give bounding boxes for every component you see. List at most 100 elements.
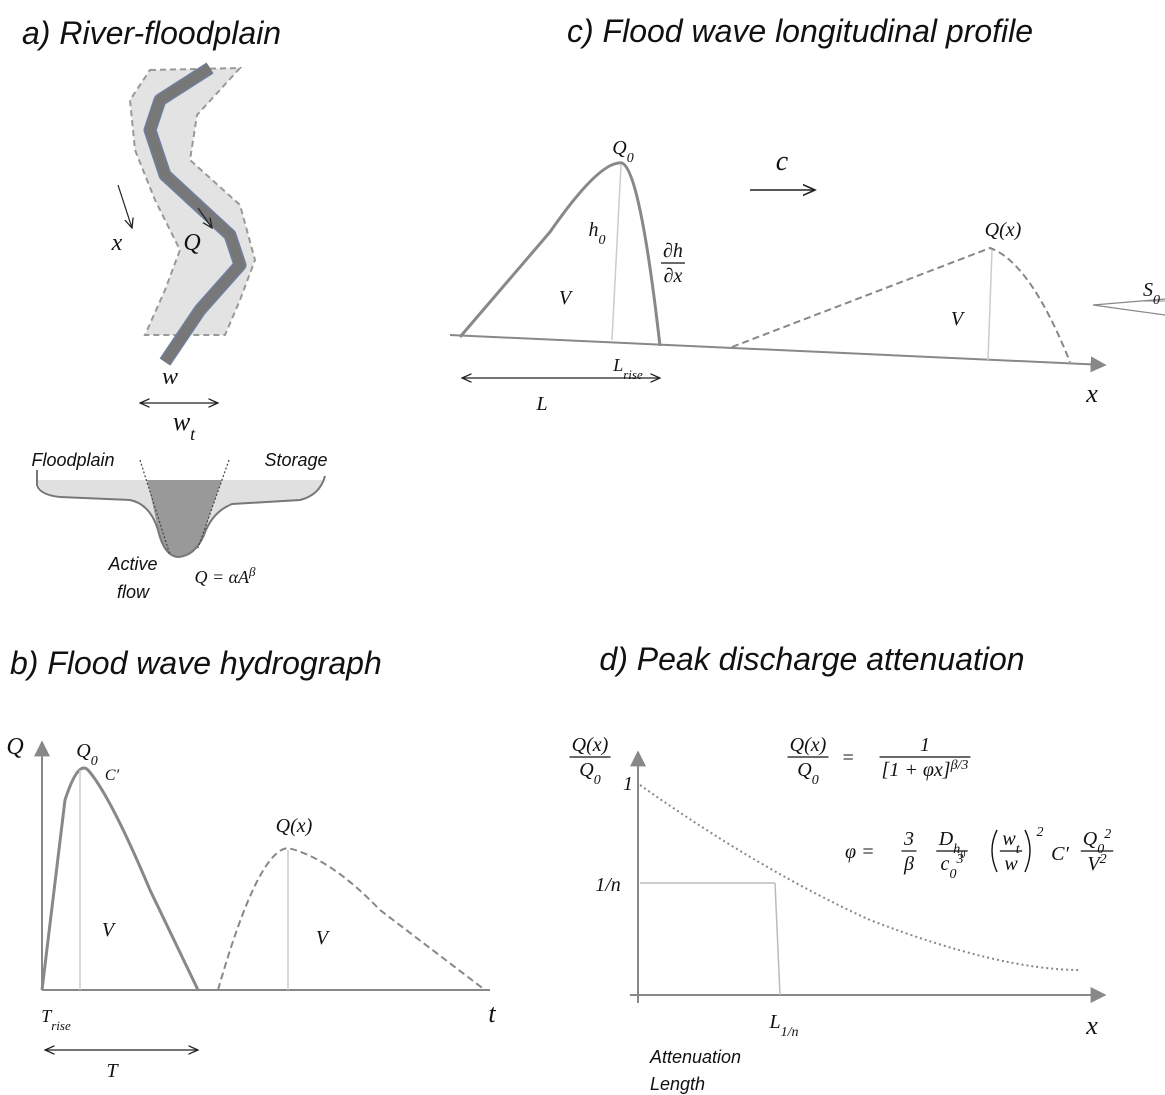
text-part: Q(x) (276, 815, 313, 837)
label: x (1085, 379, 1098, 408)
label: Active (107, 554, 157, 574)
hydrograph-upstream (42, 768, 198, 990)
label: wt (173, 407, 196, 444)
subscript: rise (51, 1018, 71, 1033)
text-part: Q(x) (790, 734, 827, 756)
label: x (1085, 1011, 1098, 1040)
text-part: S (1143, 279, 1153, 301)
fraction-numerator: 1 (920, 734, 930, 756)
label: L1/n (768, 1011, 798, 1040)
text-part: Length (650, 1074, 705, 1094)
text-part: L (768, 1011, 780, 1033)
paren-right (1025, 830, 1030, 872)
x-arrow (118, 185, 132, 228)
text-part: V (951, 308, 966, 330)
fraction-denominator: V2 (1087, 852, 1106, 876)
text-part: [1 + φx] (882, 759, 951, 781)
subscript: 0 (91, 754, 98, 769)
label: c) Flood wave longitudinal profile (567, 13, 1033, 49)
text-part: 2 (1104, 827, 1111, 842)
subscript: t (190, 424, 196, 444)
text-part: 0 (594, 773, 601, 788)
body: { "panel_a": { "title": "a) River-floodp… (0, 0, 1165, 1095)
label: h0 (589, 219, 606, 248)
text-part: T (106, 1060, 119, 1082)
superscript: β/3 (950, 758, 969, 773)
panel-b-shapes (42, 742, 490, 1050)
panel-c-shapes (450, 163, 1165, 378)
text-part: 0 (599, 233, 606, 248)
text-part: w (162, 364, 178, 390)
wave-downstream (732, 248, 1070, 362)
text-part: Q (1083, 828, 1098, 850)
label: w (162, 364, 178, 390)
label: 1 (623, 773, 633, 795)
subscript: 0 (594, 773, 601, 788)
label: Q(x) (985, 219, 1022, 241)
fraction-numerator: ∂h (663, 240, 683, 262)
figure: a) River-floodplainxQwwtFloodplainStorag… (0, 0, 1165, 1095)
text-part: 0 (627, 151, 634, 166)
text-part: Q (797, 759, 812, 781)
text-part: C′ (105, 767, 120, 784)
hydrograph-downstream (218, 848, 485, 990)
text-part: Q (76, 740, 91, 762)
fraction-denominator: c03 (941, 852, 964, 882)
text-part: Storage (264, 450, 327, 470)
text-part: rise (623, 367, 643, 382)
label: S0 (1143, 279, 1160, 308)
fraction-denominator: [1 + φx]β/3 (882, 758, 969, 782)
text-part: V (559, 287, 574, 309)
text-part: Q (183, 230, 200, 256)
fraction-numerator: Q02 (1083, 827, 1111, 857)
subscript: 0 (627, 151, 634, 166)
text-part: β (248, 564, 256, 579)
text-part: Q(x) (985, 219, 1022, 241)
text-part: x (111, 230, 123, 256)
text-part: Floodplain (31, 450, 114, 470)
bed-line (450, 335, 1105, 365)
text-part: 2 (1100, 852, 1107, 867)
label: C′ (105, 767, 120, 784)
text-part: w (173, 407, 191, 436)
subscript: 0 (812, 773, 819, 788)
fraction-denominator: ∂x (664, 265, 683, 287)
text-part: 1 (623, 773, 633, 795)
text-part: Active (107, 554, 157, 574)
label: flow (117, 582, 150, 602)
text-part: w (1002, 828, 1016, 850)
superscript: 2 (1104, 827, 1111, 842)
label: d) Peak discharge attenuation (599, 641, 1024, 677)
paren-left (992, 830, 997, 872)
text-part: rise (51, 1018, 71, 1033)
text-part: Q (579, 759, 594, 781)
label: c (776, 146, 789, 177)
text-part: β/3 (950, 758, 969, 773)
text-part: d) Peak discharge attenuation (599, 641, 1024, 677)
label: 1/n (595, 874, 621, 896)
panel-a-shapes (37, 68, 325, 557)
text-part: ∂x (664, 265, 683, 287)
label: Q (6, 734, 23, 760)
fraction-denominator: β (903, 853, 914, 875)
label: = (841, 747, 855, 769)
label: Trise (41, 1006, 71, 1033)
n-length (775, 883, 780, 995)
label: Q = αAβ (194, 564, 256, 588)
text-part: D (938, 828, 954, 850)
attenuation-curve (640, 785, 1080, 970)
text-part: h (589, 219, 599, 241)
text-part: 1/n (595, 874, 621, 896)
text-part: = (841, 747, 855, 769)
text-part: 1/n (781, 1025, 799, 1040)
text-part: 0 (1153, 293, 1160, 308)
text-part: 0 (91, 754, 98, 769)
text-part: V (316, 927, 331, 949)
peak-line-downstream (988, 250, 992, 360)
text-part: x (1085, 1011, 1098, 1040)
label: Q0 (612, 137, 633, 166)
label: Q0 (76, 740, 97, 769)
label: Q(x) (276, 815, 313, 837)
fraction-numerator: Q(x) (572, 734, 609, 756)
text-part: Attenuation (649, 1047, 741, 1067)
